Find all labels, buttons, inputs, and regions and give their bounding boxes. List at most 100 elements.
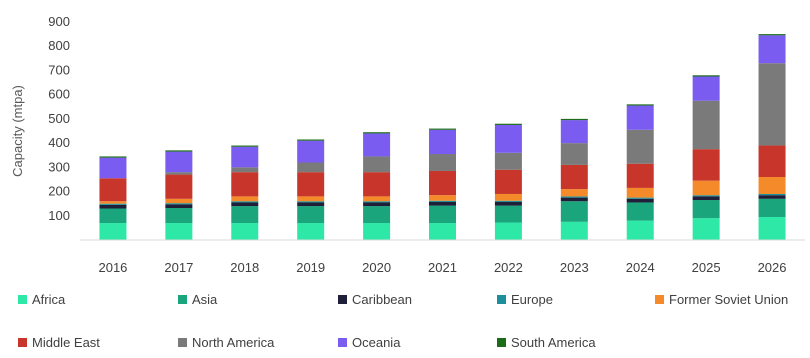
bar-segment-north-america [363, 156, 391, 173]
bar-segment-former-soviet-union [692, 180, 720, 196]
x-tick-label: 2016 [98, 260, 127, 275]
bar-segment-caribbean [626, 198, 654, 203]
bar-segment-former-soviet-union [560, 189, 588, 197]
bar-segment-europe [758, 193, 786, 196]
bar-segment-south-america [363, 132, 391, 134]
bar-segment-africa [758, 216, 786, 240]
bar-segment-asia [494, 205, 522, 223]
bar-segment-asia [297, 206, 325, 224]
bar-segment-caribbean [758, 195, 786, 199]
legend-swatch [18, 295, 27, 304]
bar-segment-north-america [560, 143, 588, 165]
legend-label: South America [511, 335, 596, 350]
bar-segment-caribbean [429, 201, 456, 206]
bar-segment-oceania [692, 76, 720, 101]
y-tick-label: 300 [48, 159, 70, 174]
bar-segment-europe [429, 200, 456, 202]
bar-segment-middle-east [758, 145, 786, 178]
bar-segment-former-soviet-union [231, 196, 259, 202]
y-axis-label: Capacity (mtpa) [10, 85, 25, 177]
bar-segment-north-america [626, 129, 654, 164]
bar-segment-asia [99, 208, 127, 224]
bar-segment-europe [626, 197, 654, 199]
bar-segment-south-america [692, 75, 720, 77]
bar-segment-oceania [626, 105, 654, 130]
bar-segment-oceania [231, 146, 259, 168]
bar-segment-former-soviet-union [99, 201, 127, 204]
bar-segment-caribbean [494, 201, 522, 206]
bar-segment-south-america [626, 104, 654, 106]
bar-segment-middle-east [297, 172, 325, 197]
bar-segment-europe [297, 201, 325, 203]
bar-segment-europe [494, 200, 522, 202]
y-axis: Capacity (mtpa) 100 200 300 400 500 600 700 800 9… [10, 14, 70, 223]
bar-segment-north-america [231, 167, 259, 173]
x-tick-label: 2022 [494, 260, 523, 275]
bar-segment-middle-east [560, 164, 588, 190]
legend-label: Asia [192, 292, 218, 307]
bar-segment-middle-east [692, 149, 720, 181]
x-tick-label: 2023 [560, 260, 589, 275]
bar-segment-africa [494, 222, 522, 240]
bars [99, 34, 786, 240]
bar-segment-oceania [363, 133, 391, 157]
bar-segment-asia [165, 208, 193, 224]
legend-swatch [497, 338, 506, 347]
bar-segment-former-soviet-union [297, 196, 325, 202]
y-tick-label: 200 [48, 184, 70, 199]
bar-segment-middle-east [231, 172, 259, 197]
bar-segment-former-soviet-union [626, 187, 654, 198]
bar-segment-former-soviet-union [429, 195, 456, 201]
legend-label: Caribbean [352, 292, 412, 307]
legend-item-middle-east: Middle East [18, 335, 100, 350]
legend-swatch [338, 295, 347, 304]
x-axis: 2016 2017 2018 2019 2020 2021 2022 2023 2024 2025… [80, 239, 805, 275]
bar-segment-middle-east [626, 163, 654, 188]
bar-segment-oceania [560, 120, 588, 144]
bar-segment-north-america [429, 154, 456, 171]
bar-segment-africa [99, 223, 127, 240]
bar-segment-north-america [692, 100, 720, 150]
bar-segment-oceania [165, 151, 193, 173]
legend-swatch [497, 295, 506, 304]
bar-segment-middle-east [165, 174, 193, 199]
bar-segment-caribbean [99, 204, 127, 209]
legend-swatch [18, 338, 27, 347]
bar-segment-asia [429, 205, 456, 224]
bar-segment-oceania [429, 129, 456, 155]
x-tick-label: 2017 [164, 260, 193, 275]
bar-segment-middle-east [363, 172, 391, 197]
bar-segment-africa [297, 223, 325, 240]
legend-label: North America [192, 335, 275, 350]
legend-label: Africa [32, 292, 66, 307]
bar-segment-south-america [231, 145, 259, 147]
y-tick-label: 900 [48, 14, 70, 29]
x-tick-label: 2018 [230, 260, 259, 275]
legend-item-europe: Europe [497, 292, 553, 307]
bar-segment-south-america [560, 118, 588, 121]
x-tick-label: 2021 [428, 260, 457, 275]
legend-label: Oceania [352, 335, 401, 350]
bar-segment-caribbean [363, 202, 391, 207]
x-tick-label: 2020 [362, 260, 391, 275]
legend-item-south-america: South America [497, 335, 596, 350]
legend-item-asia: Asia [178, 292, 217, 307]
bar-segment-south-america [165, 150, 193, 152]
bar-segment-asia [231, 206, 259, 224]
bar-segment-asia [692, 200, 720, 219]
legend-label: Former Soviet Union [669, 292, 789, 307]
legend-swatch [178, 338, 187, 347]
bar-segment-caribbean [165, 204, 193, 209]
bar-segment-north-america [165, 172, 193, 175]
bar-segment-asia [363, 206, 391, 224]
bar-segment-middle-east [494, 169, 522, 194]
bar-segment-africa [231, 223, 259, 240]
bar-segment-europe [692, 195, 720, 197]
legend-label: Europe [511, 292, 553, 307]
legend-item-africa: Africa [18, 292, 65, 307]
bar-segment-africa [165, 223, 193, 240]
bar-segment-south-america [297, 139, 325, 141]
bar-segment-south-america [758, 34, 786, 36]
legend-label: Middle East [32, 335, 100, 350]
bar-segment-europe [99, 203, 127, 205]
